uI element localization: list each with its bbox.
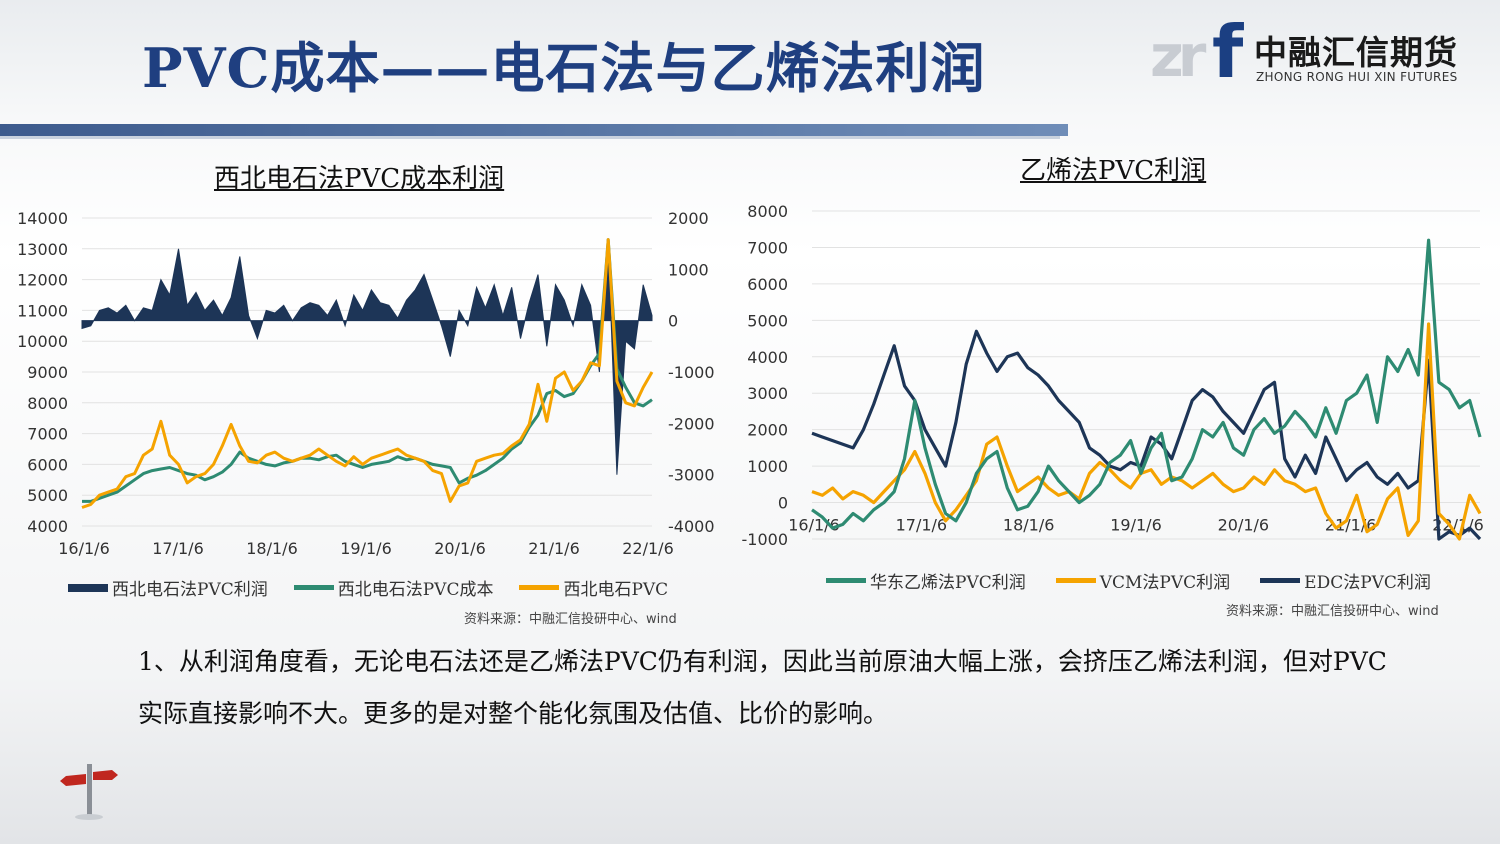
y-tick-label-right: 0	[668, 312, 678, 331]
x-tick-label: 17/1/6	[896, 516, 948, 535]
y-tick-label-right: -1000	[668, 363, 715, 382]
y-tick-label-right: -4000	[668, 517, 715, 536]
legend-label: VCM法PVC利润	[1099, 573, 1231, 593]
y-tick-label-left: 4000	[27, 517, 68, 536]
left-chart-title: 西北电石法PVC成本利润	[214, 164, 505, 194]
y-tick-label: 1000	[747, 457, 788, 476]
legend-swatch-price	[519, 585, 560, 590]
y-tick-label: 3000	[747, 384, 788, 403]
y-tick-label-left: 8000	[27, 394, 68, 413]
y-tick-label: 7000	[747, 238, 788, 257]
header-band	[0, 124, 1068, 136]
y-tick-label-left: 10000	[17, 332, 68, 351]
y-tick-label-left: 14000	[17, 209, 68, 228]
x-tick-label: 17/1/6	[152, 539, 204, 558]
signpost-icon	[60, 764, 118, 820]
legend-swatch-vcm	[1055, 578, 1096, 583]
y-tick-label: 0	[778, 494, 788, 513]
company-logo: zr f 中融汇信期货 ZHONG RONG HUI XIN FUTURES	[1150, 10, 1457, 94]
x-tick-label: 19/1/6	[340, 539, 392, 558]
left-chart-source: 资料来源：中融汇信投研中心、wind	[464, 612, 677, 627]
legend-swatch-ethylene	[826, 578, 866, 583]
legend-label: 西北电石法PVC利润	[112, 580, 268, 600]
y-tick-label-left: 6000	[27, 455, 68, 474]
y-tick-label: 6000	[747, 275, 788, 294]
y-tick-label-left: 7000	[27, 425, 68, 444]
y-tick-label-left: 12000	[17, 271, 68, 290]
legend-label: 华东乙烯法PVC利润	[870, 573, 1026, 593]
legend-label: EDC法PVC利润	[1304, 573, 1431, 593]
y-tick-label: -1000	[742, 530, 789, 549]
slide-title: PVC成本——电石法与乙烯法利润	[142, 36, 986, 100]
series-cost-line	[82, 238, 653, 503]
right-chart-title: 乙烯法PVC利润	[1020, 156, 1207, 186]
legend-swatch-edc	[1260, 578, 1301, 583]
x-tick-label: 18/1/6	[246, 539, 298, 558]
x-tick-label: 22/1/6	[622, 539, 674, 558]
y-tick-label: 4000	[747, 348, 788, 367]
legend-swatch-cost	[293, 585, 334, 590]
y-tick-label-right: -2000	[668, 414, 715, 433]
series-profit-area	[81, 243, 653, 475]
series-price-line	[81, 238, 654, 509]
x-tick-label: 19/1/6	[1110, 516, 1162, 535]
y-tick-label-right: 2000	[668, 209, 709, 228]
y-tick-label: 5000	[747, 311, 788, 330]
x-tick-label: 20/1/6	[1218, 516, 1270, 535]
legend-swatch-profit	[68, 583, 108, 592]
x-tick-label: 16/1/6	[788, 516, 840, 535]
logo-mark: zr	[1150, 22, 1206, 90]
x-tick-label: 21/1/6	[528, 539, 580, 558]
y-tick-label-left: 13000	[17, 240, 68, 259]
left-legend: 西北电石法PVC利润 西北电石法PVC成本 西北电石PVC	[68, 575, 668, 600]
logo-text-en: ZHONG RONG HUI XIN FUTURES	[1256, 70, 1458, 84]
series-ethylene-line	[811, 238, 1482, 530]
left-chart: 1400013000120001100010000900080007000600…	[17, 209, 715, 558]
right-legend: 华东乙烯法PVC利润 VCM法PVC利润 EDC法PVC利润	[826, 568, 1431, 593]
legend-label: 西北电石法PVC成本	[337, 580, 494, 600]
x-tick-label: 20/1/6	[434, 539, 486, 558]
body-text: 1、从利润角度看，无论电石法还是乙烯法PVC仍有利润，因此当前原油大幅上涨，会挤…	[138, 647, 1387, 728]
y-tick-label-left: 5000	[27, 486, 68, 505]
y-tick-label-right: -3000	[668, 466, 715, 485]
logo-f: f	[1212, 10, 1244, 94]
series-edc-line	[811, 329, 1482, 541]
y-tick-label-left: 9000	[27, 363, 68, 382]
right-chart-source: 资料来源：中融汇信投研中心、wind	[1226, 604, 1439, 619]
series-vcm-line	[811, 322, 1482, 541]
logo-text-cn: 中融汇信期货	[1254, 33, 1458, 72]
x-tick-label: 18/1/6	[1003, 516, 1055, 535]
x-tick-label: 16/1/6	[58, 539, 110, 558]
legend-label: 西北电石PVC	[563, 580, 669, 600]
y-tick-label-left: 11000	[17, 301, 68, 320]
y-tick-label: 2000	[747, 421, 788, 440]
y-tick-label-right: 1000	[668, 260, 709, 279]
y-tick-label: 8000	[747, 202, 788, 221]
header-band-underline	[0, 136, 1060, 139]
right-chart: 8000 7000 6000 5000 4000 3000 2000 1000 0 -100016…	[742, 202, 1484, 549]
